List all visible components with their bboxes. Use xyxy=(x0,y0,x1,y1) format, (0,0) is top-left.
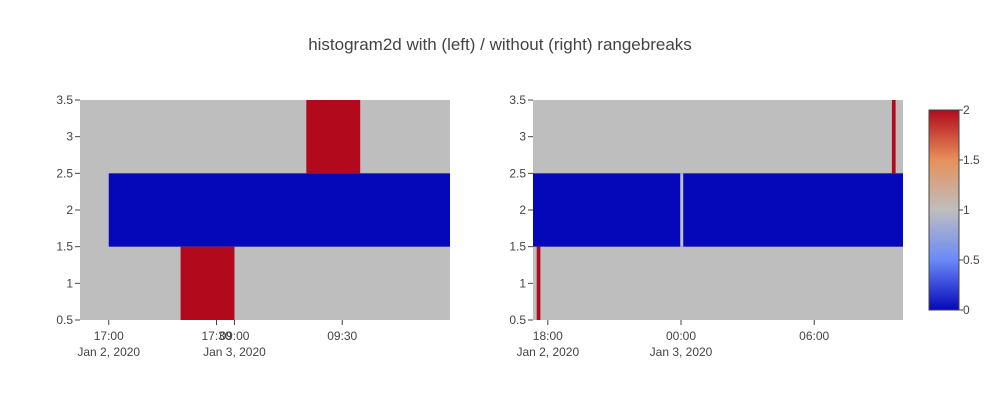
panel-right: 0.5 1 1.5 2 2.5 3 3.5 18:00 Jan 2, 2020 00:00 Jan … xyxy=(509,93,903,359)
y-tick-label: 1 xyxy=(66,276,73,290)
colorbar-gradient xyxy=(928,109,960,311)
colorbar-tick-label: 1 xyxy=(963,203,970,217)
colorbar-tick-label: 2 xyxy=(963,103,970,117)
y-tick-label: 3 xyxy=(66,130,73,144)
x-tick-label: 17:00 xyxy=(94,329,124,343)
colorbar-tick-label: 1.5 xyxy=(963,153,980,167)
x-tick-sublabel: Jan 2, 2020 xyxy=(516,345,579,359)
y-tick-label: 2 xyxy=(66,203,73,217)
y-tick-label: 1.5 xyxy=(56,240,73,254)
heatmap-cell xyxy=(891,100,896,174)
heatmap-cell xyxy=(533,173,903,247)
x-tick-label: 06:00 xyxy=(799,329,829,343)
x-tick-label: 18:00 xyxy=(533,329,563,343)
y-tick-label: 2.5 xyxy=(56,166,73,180)
y-tick-label: 0.5 xyxy=(56,313,73,327)
heatmap-cell xyxy=(180,246,235,320)
panel-left: 0.5 1 1.5 2 2.5 3 3.5 17:00 Jan 2, 2020 17:3009:0… xyxy=(56,93,451,359)
x-tick-label: 09:30 xyxy=(327,329,357,343)
x-tick-label: 09:00 xyxy=(219,329,249,343)
colorbar: 0 0.5 1 1.5 2 xyxy=(928,103,980,317)
y-tick-label: 3 xyxy=(519,130,526,144)
x-tick-sublabel: Jan 3, 2020 xyxy=(203,345,266,359)
heatmap-cell xyxy=(108,173,451,247)
y-tick-label: 2 xyxy=(519,203,526,217)
y-tick-label: 3.5 xyxy=(509,93,526,107)
x-tick-sublabel: Jan 3, 2020 xyxy=(650,345,713,359)
colorbar-tick-label: 0.5 xyxy=(963,253,980,267)
y-tick-label: 1 xyxy=(519,276,526,290)
x-tick-label: 17:30 xyxy=(201,329,231,343)
x-tick-label: 00:00 xyxy=(666,329,696,343)
y-tick-label: 3.5 xyxy=(56,93,73,107)
colorbar-tick-label: 0 xyxy=(963,303,970,317)
y-tick-label: 0.5 xyxy=(509,313,526,327)
heatmap-cell xyxy=(536,246,541,320)
chart-title: histogram2d with (left) / without (right… xyxy=(308,35,692,54)
y-tick-label: 1.5 xyxy=(509,240,526,254)
heatmap-cell xyxy=(680,173,684,247)
x-tick-sublabel: Jan 2, 2020 xyxy=(77,345,140,359)
heatmap-cell xyxy=(306,100,361,174)
y-tick-label: 2.5 xyxy=(509,166,526,180)
